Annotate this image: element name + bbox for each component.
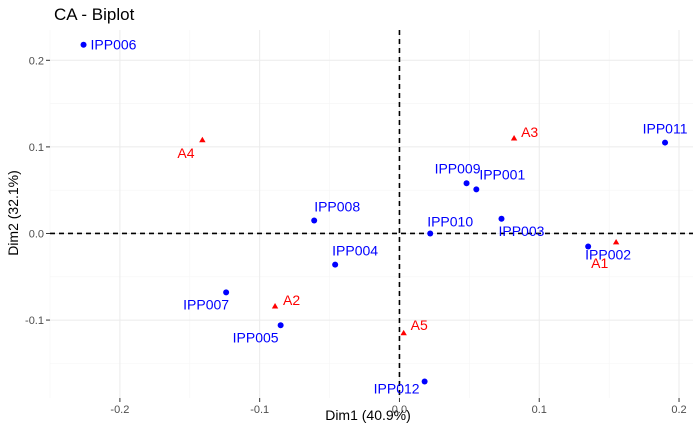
row-point-marker bbox=[80, 41, 87, 48]
row-point-marker bbox=[223, 289, 230, 296]
row-point-marker bbox=[662, 139, 669, 146]
row-point-marker bbox=[427, 230, 434, 237]
axis-ticks: -0.2 -0.1 0.0 0.1 0.2 -0.1 0.0 0.1 0.2 bbox=[25, 55, 687, 416]
column-point-label: A1 bbox=[591, 255, 608, 271]
row-point-label: IPP010 bbox=[427, 213, 473, 229]
row-point-label: IPP005 bbox=[233, 329, 279, 345]
row-point-label: IPP006 bbox=[91, 37, 137, 53]
row-point-marker bbox=[421, 378, 428, 385]
row-point-marker bbox=[332, 261, 339, 268]
row-point-marker bbox=[473, 186, 480, 193]
column-point-marker bbox=[271, 303, 279, 309]
y-tick-label: 0.0 bbox=[29, 228, 44, 240]
row-point-label: IPP012 bbox=[374, 381, 420, 397]
column-point-label: A2 bbox=[283, 292, 300, 308]
x-tick-label: 0.0 bbox=[392, 404, 407, 416]
column-point-label: A4 bbox=[177, 145, 194, 161]
row-point-label: IPP009 bbox=[435, 160, 481, 176]
row-point-marker bbox=[311, 217, 318, 224]
x-axis-title: Dim1 (40.9%) bbox=[325, 407, 411, 423]
row-point-marker bbox=[463, 180, 470, 187]
y-axis-title: Dim2 (32.1%) bbox=[5, 170, 21, 256]
row-point-label: IPP001 bbox=[479, 166, 525, 182]
column-point-marker bbox=[400, 329, 407, 336]
reference-lines bbox=[50, 30, 693, 398]
column-point-label: A5 bbox=[411, 317, 428, 333]
row-point-marker bbox=[277, 322, 284, 329]
column-point-marker bbox=[612, 238, 620, 245]
chart-title: CA - Biplot bbox=[54, 5, 135, 24]
column-point-label: A3 bbox=[521, 124, 538, 140]
column-point-marker bbox=[510, 135, 518, 141]
row-point-label: IPP002 bbox=[585, 246, 631, 262]
row-point-marker bbox=[585, 243, 592, 250]
row-point-label: IPP003 bbox=[498, 223, 544, 239]
x-tick-label: 0.2 bbox=[671, 404, 686, 416]
x-tick-label: 0.1 bbox=[532, 404, 547, 416]
grid-lines bbox=[49, 30, 693, 398]
row-point-label: IPP011 bbox=[643, 121, 688, 137]
row-point-label: IPP007 bbox=[183, 296, 229, 312]
data-points bbox=[80, 41, 669, 385]
row-point-label: IPP008 bbox=[314, 198, 360, 214]
column-point-marker bbox=[199, 136, 206, 143]
x-tick-label: -0.1 bbox=[250, 404, 269, 416]
y-tick-label: 0.1 bbox=[29, 142, 44, 154]
row-point-label: IPP004 bbox=[332, 243, 378, 259]
row-point-marker bbox=[498, 215, 505, 222]
y-tick-label: -0.1 bbox=[25, 315, 44, 327]
y-tick-label: 0.2 bbox=[29, 55, 44, 67]
x-tick-label: -0.2 bbox=[110, 404, 129, 416]
